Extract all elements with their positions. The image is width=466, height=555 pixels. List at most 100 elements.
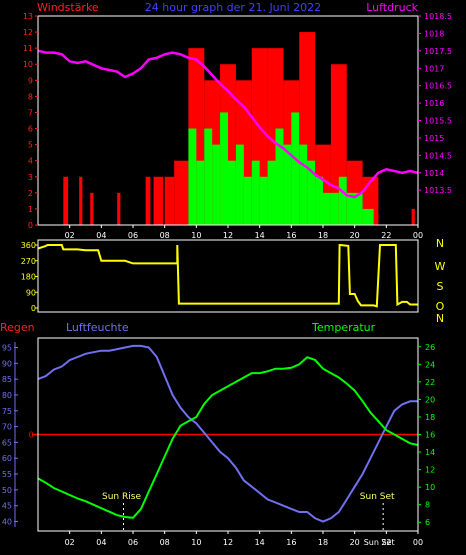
pressure-tick-label-0: 1013.5 [424, 186, 452, 195]
gust-bar-7 [164, 176, 175, 225]
wind-tick-label-11: 11 [23, 44, 33, 53]
wind-tick-label-10: 10 [23, 60, 33, 69]
wind-tick-label-9: 9 [28, 76, 33, 85]
top-time-label-7: 16 [286, 231, 296, 240]
humidity-tick-label-9: 85 [2, 375, 12, 384]
gust-bar-5 [145, 176, 151, 225]
humidity-line [37, 344, 418, 523]
temperature-tick-label-10: 26 [425, 343, 435, 352]
temperature-tick-label-9: 24 [425, 360, 435, 369]
wind-bar-15 [307, 160, 316, 225]
humidity-tick-label-4: 60 [2, 454, 12, 463]
compass-label-0: N [436, 237, 444, 250]
bottom-time-label-9: 20 [350, 538, 360, 547]
bottom-time-label-7: 16 [286, 538, 296, 547]
bottom-time-label-5: 12 [223, 538, 233, 547]
wind-tick-label-13: 13 [23, 12, 33, 21]
humidity-axis-title: Luftfeuchte [66, 321, 129, 334]
gust-bar-21 [411, 208, 415, 225]
wind-tick-label-2: 2 [28, 189, 33, 198]
temperature-axis-ticks: 6 8 10 12 14 16 18 20 22 24 26 [418, 343, 435, 527]
top-time-label-5: 12 [223, 231, 233, 240]
humidity-tick-label-10: 90 [2, 359, 12, 368]
gust-bar-6 [153, 176, 164, 225]
temperature-tick-label-5: 16 [425, 431, 435, 440]
wind-tick-label-7: 7 [28, 108, 33, 117]
compass-label-2: S [437, 280, 444, 293]
time-axis-ticks-top: 02 04 06 08 10 12 14 16 18 20 22 00 [65, 225, 423, 240]
wind-bar-10 [267, 160, 276, 225]
humidity-temperature-chart: Regen Luftfeuchte Temperatur Sun Rise Su… [0, 321, 435, 547]
wind-bar-14 [299, 144, 308, 225]
pressure-tick-label-9: 1018 [424, 29, 444, 38]
direction-degree-ticks: 0 90 180 270 360 [21, 241, 38, 313]
bottom-time-label-11: 00 [413, 538, 423, 547]
temperature-tick-label-2: 10 [425, 483, 435, 492]
humidity-tick-label-11: 95 [2, 343, 12, 352]
pressure-tick-label-2: 1014.5 [424, 151, 452, 160]
wind-tick-label-6: 6 [28, 125, 33, 134]
bottom-time-label-0: 02 [65, 538, 75, 547]
pressure-line [37, 49, 419, 199]
wind-bars [188, 112, 374, 225]
pressure-axis-ticks: 1013.5 1014 1014.5 1015 1015.5 1016 1016.5 1017… [418, 12, 452, 195]
humidity-axis-ticks: 40 45 50 55 60 65 70 75 80 85 90 95 [2, 342, 18, 527]
sun-set-bottom-label: Sun Set [364, 538, 395, 547]
pressure-tick-label-7: 1017 [424, 64, 444, 73]
compass-label-3: O [436, 300, 445, 313]
wind-tick-label-3: 3 [28, 173, 33, 182]
top-time-label-2: 06 [128, 231, 138, 240]
rain-tick-label: 0 [28, 431, 33, 440]
wind-tick-label-8: 8 [28, 92, 33, 101]
wind-bar-2 [204, 128, 213, 225]
direction-tick-label-4: 360 [21, 241, 36, 250]
top-time-label-4: 10 [191, 231, 201, 240]
temperature-tick-label-3: 12 [425, 466, 435, 475]
temperature-line [37, 356, 419, 519]
temperature-tick-label-6: 18 [425, 413, 435, 422]
top-time-label-6: 14 [255, 231, 265, 240]
gust-bar-4 [117, 192, 121, 225]
pressure-tick-label-3: 1015 [424, 134, 444, 143]
chart-title: 24 hour graph der 21. Juni 2022 [145, 1, 321, 14]
wind-bar-18 [330, 192, 339, 225]
pressure-tick-label-1: 1014 [424, 169, 444, 178]
wind-bar-7 [243, 176, 252, 225]
temperature-tick-label-4: 14 [425, 448, 435, 457]
gust-bar-8 [174, 160, 189, 225]
wind-bar-4 [220, 112, 228, 225]
direction-tick-label-1: 90 [26, 288, 36, 297]
direction-tick-label-2: 180 [21, 273, 36, 282]
sun-set-label: Sun Set [360, 492, 395, 502]
bottom-time-label-3: 08 [160, 538, 170, 547]
wind-tick-label-12: 12 [23, 28, 33, 37]
humidity-tick-label-8: 80 [2, 391, 12, 400]
top-time-label-9: 20 [350, 231, 360, 240]
sun-rise-label: Sun Rise [102, 492, 141, 502]
temperature-tick-label-7: 20 [425, 395, 435, 404]
wind-axis-title: Windstärke [37, 1, 99, 14]
wind-bar-17 [323, 192, 331, 225]
compass-label-1: W [435, 260, 446, 273]
pressure-axis-title: Luftdruck [366, 1, 418, 14]
pressure-tick-label-8: 1017.5 [424, 47, 452, 56]
bottom-time-label-2: 06 [128, 538, 138, 547]
wind-bar-1 [196, 160, 205, 225]
humidity-tick-label-3: 55 [2, 470, 12, 479]
top-time-label-1: 04 [96, 231, 106, 240]
direction-line [37, 244, 418, 308]
gust-bar-2 [79, 176, 83, 225]
wind-bar-16 [315, 176, 323, 225]
gust-bar-3 [90, 192, 94, 225]
direction-tick-label-3: 270 [21, 257, 36, 266]
humidity-tick-label-6: 70 [2, 423, 12, 432]
wind-bar-0 [188, 128, 197, 225]
temperature-tick-label-1: 8 [425, 501, 430, 510]
top-time-label-0: 02 [65, 231, 75, 240]
wind-bar-8 [251, 160, 260, 225]
rain-axis-tick: 0 [28, 431, 33, 440]
wind-tick-label-4: 4 [28, 157, 33, 166]
